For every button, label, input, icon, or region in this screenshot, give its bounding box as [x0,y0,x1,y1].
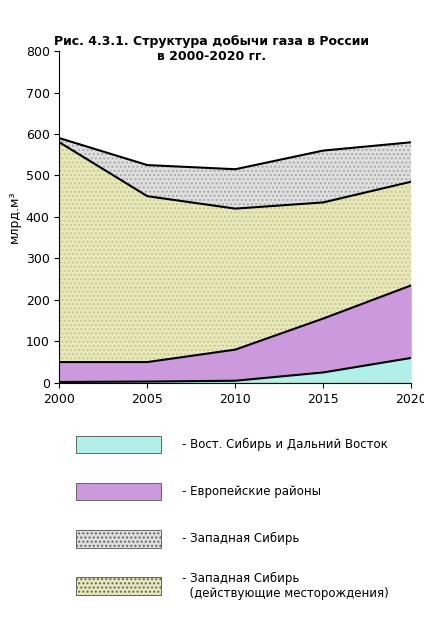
FancyBboxPatch shape [76,530,161,547]
FancyBboxPatch shape [76,577,161,595]
Text: - Западная Сибирь
  (действующие месторождения): - Западная Сибирь (действующие месторожд… [182,572,389,600]
Text: - Западная Сибирь: - Западная Сибирь [182,532,300,545]
Text: - Вост. Сибирь и Дальний Восток: - Вост. Сибирь и Дальний Восток [182,438,388,451]
Text: Рис. 4.3.1. Структура добычи газа в России
в 2000-2020 гг.: Рис. 4.3.1. Структура добычи газа в Росс… [55,35,369,63]
FancyBboxPatch shape [76,436,161,453]
FancyBboxPatch shape [76,483,161,500]
Y-axis label: млрд.м³: млрд.м³ [8,191,21,243]
Text: - Европейские районы: - Европейские районы [182,485,321,498]
